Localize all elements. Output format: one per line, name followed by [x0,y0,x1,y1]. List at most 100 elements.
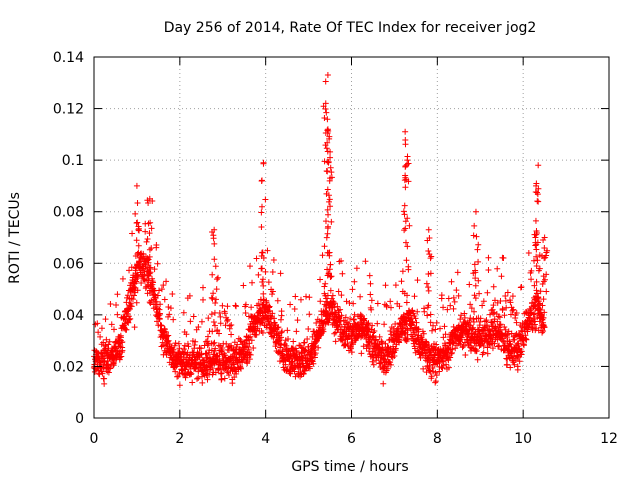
data-point [487,311,494,318]
data-point [371,327,378,334]
data-point [205,315,212,322]
data-point [260,254,267,261]
data-point [459,332,466,339]
data-point [381,363,388,370]
data-point [164,333,171,340]
data-point [503,355,510,362]
data-point [228,321,235,328]
data-point [368,306,375,313]
data-point [387,359,394,366]
data-point [258,203,265,210]
data-point [270,257,277,264]
data-point [369,322,376,329]
data-point [200,284,207,291]
data-point [144,235,151,242]
data-point [324,225,331,232]
data-point [166,341,173,348]
data-point [402,239,409,246]
data-point [136,227,143,234]
data-point [495,313,502,320]
data-point [404,292,411,299]
data-point [267,321,274,328]
data-point [368,326,375,333]
data-point [262,268,269,275]
data-point [496,322,503,329]
data-point [329,292,336,299]
data-point [535,198,542,205]
data-point [264,247,271,254]
data-point [539,281,546,288]
data-point [396,303,403,310]
data-point [301,367,308,374]
data-point [406,222,413,229]
data-point [119,275,126,282]
data-point [202,367,209,374]
data-point [490,302,497,309]
data-point [504,361,511,368]
data-point [132,210,139,217]
data-point [473,315,480,322]
data-point [472,208,479,215]
data-point [144,290,151,297]
data-point [210,340,217,347]
y-tick-label: 0.08 [53,205,84,221]
data-point [536,301,543,308]
data-point [156,310,163,317]
data-point [328,218,335,225]
data-point [204,342,211,349]
data-point [483,317,490,324]
data-point [215,330,222,337]
data-point [513,347,520,354]
data-point [326,135,333,142]
data-point [525,250,532,257]
data-point [279,328,286,335]
data-point [97,359,104,366]
data-point [357,293,364,300]
data-point [190,313,197,320]
data-point [383,303,390,310]
data-point [330,298,337,305]
data-point [144,257,151,264]
data-point [98,325,105,332]
data-point [100,339,107,346]
data-point [534,290,541,297]
data-point [259,278,266,285]
data-point [425,226,432,233]
data-point [163,278,170,285]
data-point [495,343,502,350]
y-tick-label: 0 [75,411,84,427]
data-point [402,218,409,225]
data-point [327,311,334,318]
data-point [265,308,272,315]
x-tick-label: 10 [514,431,532,447]
data-point [469,325,476,332]
data-point [129,296,136,303]
data-point [153,298,160,305]
data-point [274,297,281,304]
data-point [114,291,121,298]
data-point [518,351,525,358]
y-tick-label: 0.06 [53,256,84,272]
data-point [429,327,436,334]
data-point [99,370,106,377]
data-point [441,323,448,330]
data-point [209,271,216,278]
data-point [450,305,457,312]
data-point [374,300,381,307]
data-point [513,319,520,326]
data-point [537,288,544,295]
data-point [532,188,539,195]
data-point [94,320,101,327]
data-point [211,226,218,233]
data-point [480,349,487,356]
data-point [324,230,331,237]
data-point [133,182,140,189]
data-point [195,375,202,382]
data-point [114,311,121,318]
data-point [474,356,481,363]
data-point [539,328,546,335]
data-point [401,211,408,218]
data-point [337,306,344,313]
data-point [365,320,372,327]
